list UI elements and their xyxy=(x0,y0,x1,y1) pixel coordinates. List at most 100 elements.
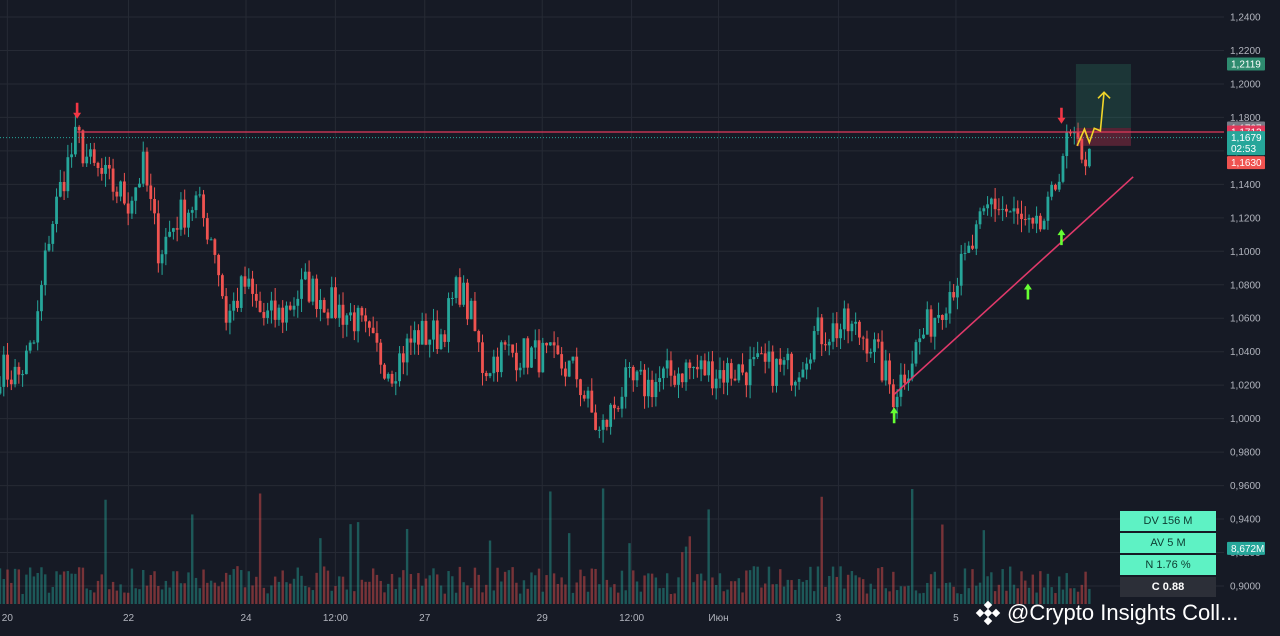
price-tag xyxy=(1227,541,1265,555)
volume-bar xyxy=(926,582,929,604)
volume-bar xyxy=(477,574,480,604)
volume-bar xyxy=(854,575,857,604)
volume-bar xyxy=(613,584,616,604)
candle-body xyxy=(718,370,722,379)
volume-bar xyxy=(341,576,345,604)
volume-bar xyxy=(975,585,978,604)
candle-body xyxy=(300,279,303,299)
volume-bar xyxy=(251,585,254,604)
candle-body xyxy=(1084,159,1087,167)
volume-bar xyxy=(846,574,850,604)
candle-body xyxy=(1076,131,1080,139)
volume-bar xyxy=(292,578,296,604)
volume-bar xyxy=(1084,571,1087,604)
y-tick-label: 1,0200 xyxy=(1230,381,1261,392)
volume-bar xyxy=(36,572,39,604)
volume-bar xyxy=(737,578,741,604)
volume-bar xyxy=(865,593,869,604)
volume-bar xyxy=(206,582,209,604)
candle-body xyxy=(205,218,209,240)
candle-body xyxy=(891,384,895,408)
watermark-text: @Crypto Insights Coll... xyxy=(1007,600,1239,625)
candle-body xyxy=(262,312,266,318)
candle-body xyxy=(1038,215,1042,230)
candle-body xyxy=(1072,131,1076,134)
candle-body xyxy=(692,366,695,369)
candle-body xyxy=(790,353,793,386)
candle-body xyxy=(24,350,28,375)
candle-body xyxy=(405,338,409,363)
candle-body xyxy=(571,356,575,361)
volume-bar xyxy=(485,584,488,604)
n-stat: N 1.76 % xyxy=(1120,555,1216,575)
candle-body xyxy=(929,309,933,337)
candle-body xyxy=(1008,211,1012,213)
volume-bar xyxy=(967,588,970,604)
candle-body xyxy=(620,396,624,409)
volume-bar xyxy=(243,587,247,604)
x-tick-label: 12:00 xyxy=(323,613,348,624)
candle-body xyxy=(680,373,684,383)
candle-body xyxy=(582,395,586,399)
volume-bar xyxy=(70,573,73,604)
candle-body xyxy=(236,300,239,308)
candle-body xyxy=(850,323,854,332)
volume-bar xyxy=(575,582,578,604)
y-tick-label: 1,0400 xyxy=(1230,347,1261,358)
candle-body xyxy=(748,359,752,386)
volume-bar xyxy=(28,567,32,604)
candle-body xyxy=(232,300,236,311)
candle-body xyxy=(337,304,341,318)
volume-bar xyxy=(191,514,194,604)
volume-bar xyxy=(899,586,903,604)
volume-bar xyxy=(647,573,650,604)
candle-body xyxy=(967,245,971,253)
volume-bar xyxy=(1073,588,1076,604)
candle-body xyxy=(477,331,481,343)
volume-bar xyxy=(236,566,239,604)
candle-body xyxy=(62,182,66,192)
support-trendline xyxy=(893,176,1134,395)
volume-bar xyxy=(32,576,36,604)
volume-bar xyxy=(500,581,503,604)
candle-body xyxy=(858,321,861,338)
candle-body xyxy=(669,360,673,376)
price-tag xyxy=(1227,156,1265,170)
volume-bar xyxy=(583,576,586,604)
volume-bar xyxy=(850,571,854,604)
volume-bar xyxy=(47,592,51,604)
candle-body xyxy=(122,181,126,204)
volume-bar xyxy=(884,588,888,604)
candle-body xyxy=(138,183,141,188)
candle-body xyxy=(545,342,548,346)
candle-body xyxy=(119,181,123,197)
candle-body xyxy=(654,382,658,398)
volume-bar xyxy=(763,583,767,604)
volume-bar xyxy=(469,587,473,604)
candle-body xyxy=(466,282,469,320)
y-tick-label: 1,0600 xyxy=(1230,314,1261,325)
volume-bar xyxy=(1027,587,1031,604)
x-tick-label: 20 xyxy=(2,613,14,624)
candle-body xyxy=(1046,196,1050,221)
volume-bar xyxy=(307,587,311,604)
volume-bar xyxy=(937,588,940,604)
candle-body xyxy=(319,300,322,310)
volume-bar xyxy=(96,580,100,604)
candle-body xyxy=(786,353,790,361)
volume-bar xyxy=(699,573,703,604)
volume-bar xyxy=(941,524,944,604)
candle-body xyxy=(296,298,300,306)
volume-bar xyxy=(44,574,47,604)
volume-bar xyxy=(360,579,364,604)
price-tag xyxy=(1227,57,1265,71)
candle-body xyxy=(390,373,394,384)
volume-bar xyxy=(59,574,62,604)
candle-body xyxy=(330,287,334,319)
volume-bar xyxy=(451,576,454,604)
candle-body xyxy=(760,353,763,355)
volume-bar xyxy=(160,589,164,604)
volume-bar xyxy=(741,592,744,604)
candle-body xyxy=(326,312,330,319)
